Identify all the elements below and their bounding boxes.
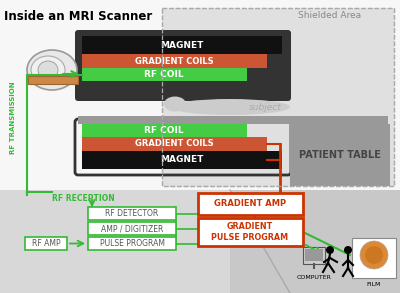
Ellipse shape: [38, 61, 58, 79]
Ellipse shape: [27, 50, 77, 90]
Text: GRADIENT COILS: GRADIENT COILS: [135, 57, 213, 66]
FancyBboxPatch shape: [82, 151, 282, 169]
Text: RF COIL: RF COIL: [144, 70, 184, 79]
Text: GRADIENT COILS: GRADIENT COILS: [135, 139, 213, 149]
Ellipse shape: [31, 56, 65, 84]
Text: Inside an MRI Scanner: Inside an MRI Scanner: [4, 10, 152, 23]
Text: FILM: FILM: [367, 282, 381, 287]
Ellipse shape: [170, 99, 290, 115]
FancyBboxPatch shape: [88, 237, 176, 250]
Polygon shape: [230, 190, 400, 293]
FancyBboxPatch shape: [82, 54, 267, 68]
FancyBboxPatch shape: [88, 222, 176, 235]
Text: Shielded Area: Shielded Area: [298, 11, 361, 20]
FancyBboxPatch shape: [303, 247, 325, 264]
FancyBboxPatch shape: [162, 8, 394, 186]
Text: COMPUTER: COMPUTER: [296, 275, 332, 280]
Text: RF TRANSMISSION: RF TRANSMISSION: [10, 82, 16, 154]
FancyBboxPatch shape: [290, 124, 390, 186]
Ellipse shape: [365, 246, 383, 264]
Text: RF DETECTOR: RF DETECTOR: [105, 209, 159, 218]
Text: RF AMP: RF AMP: [32, 239, 60, 248]
Text: PULSE PROGRAM: PULSE PROGRAM: [100, 239, 164, 248]
Ellipse shape: [360, 241, 388, 269]
FancyBboxPatch shape: [78, 116, 388, 124]
FancyBboxPatch shape: [88, 207, 176, 220]
FancyBboxPatch shape: [75, 30, 291, 101]
Circle shape: [326, 246, 334, 254]
Polygon shape: [0, 190, 400, 293]
FancyBboxPatch shape: [352, 238, 396, 278]
Circle shape: [344, 246, 352, 254]
Text: subject: subject: [249, 103, 281, 112]
Text: PATIENT TABLE: PATIENT TABLE: [299, 150, 381, 160]
Text: MAGNET: MAGNET: [160, 156, 204, 164]
Text: RF COIL: RF COIL: [144, 126, 184, 135]
Text: GRADIENT AMP: GRADIENT AMP: [214, 200, 286, 209]
FancyBboxPatch shape: [198, 193, 303, 215]
FancyBboxPatch shape: [305, 249, 323, 261]
FancyBboxPatch shape: [25, 237, 67, 250]
Text: RF RECEPTION: RF RECEPTION: [52, 194, 115, 203]
FancyBboxPatch shape: [198, 218, 303, 246]
FancyBboxPatch shape: [28, 76, 78, 84]
FancyBboxPatch shape: [82, 124, 247, 137]
FancyBboxPatch shape: [82, 137, 267, 151]
Ellipse shape: [164, 96, 186, 112]
Text: AMP / DIGITIZER: AMP / DIGITIZER: [101, 224, 163, 233]
FancyBboxPatch shape: [82, 68, 247, 81]
Text: GRADIENT
PULSE PROGRAM: GRADIENT PULSE PROGRAM: [212, 222, 288, 242]
FancyBboxPatch shape: [82, 36, 282, 54]
Text: MAGNET: MAGNET: [160, 40, 204, 50]
